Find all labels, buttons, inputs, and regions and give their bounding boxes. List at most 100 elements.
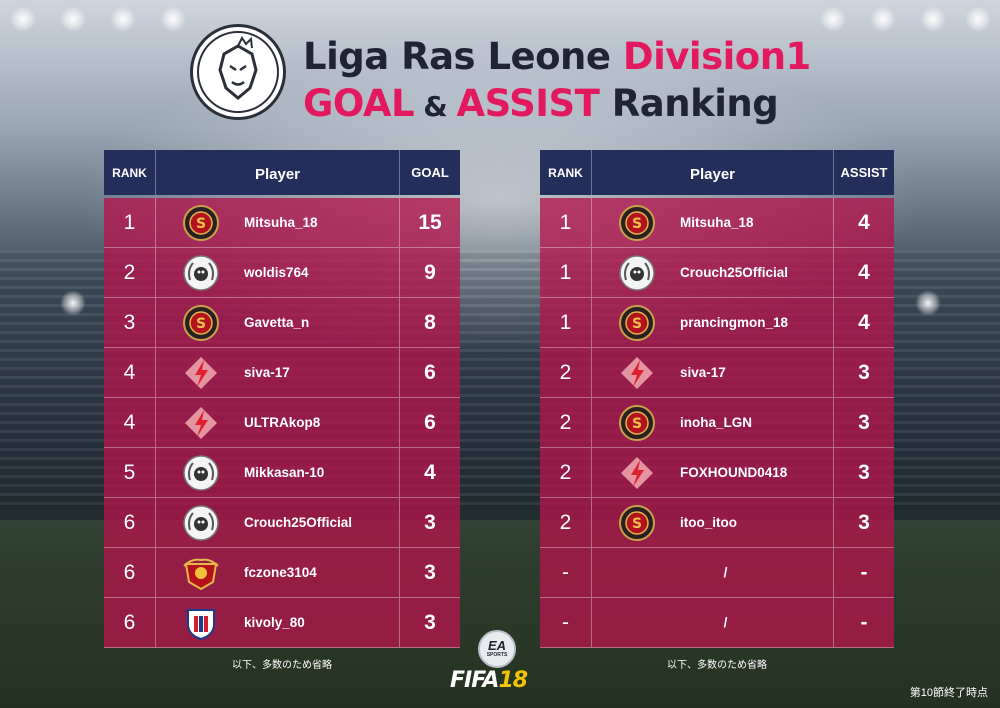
stadium-light xyxy=(920,6,946,32)
assist-count-cell: - xyxy=(860,610,868,634)
rank-cell: 2 xyxy=(540,448,592,497)
player-name: Gavetta_n xyxy=(244,315,310,330)
rank-cell: - xyxy=(540,598,592,647)
table-row: 5 Mikkasan-10 4 xyxy=(104,448,460,498)
goal-count-cell: 8 xyxy=(424,310,436,334)
table-row: 6 fczone3104 3 xyxy=(104,548,460,598)
player-cell: S Gavetta_n xyxy=(156,298,400,347)
title-assist: ASSIST xyxy=(456,82,600,125)
club-crest-bolt-icon xyxy=(618,454,656,492)
goal-ranking-table: RANK Player GOAL 1 S Mitsuha_18 15 2 woldis76… xyxy=(104,150,460,678)
player-cell: S Mitsuha_18 xyxy=(156,198,400,247)
table-row: 4 siva-17 6 xyxy=(104,348,460,398)
table-row: 1 S Mitsuha_18 4 xyxy=(540,198,894,248)
player-name: ULTRAkop8 xyxy=(244,415,321,430)
rank-cell: 6 xyxy=(104,498,156,547)
rank-cell: 2 xyxy=(540,398,592,447)
col-rank-header: RANK xyxy=(540,150,592,195)
club-crest-wreath-icon xyxy=(182,254,220,292)
table-row: 4 ULTRAkop8 6 xyxy=(104,398,460,448)
stadium-light xyxy=(160,6,186,32)
rank-cell: 6 xyxy=(104,598,156,647)
rank-cell: 4 xyxy=(104,398,156,447)
lion-crest-icon xyxy=(197,31,279,113)
club-crest-wreath-icon xyxy=(182,454,220,492)
player-cell: Crouch25Official xyxy=(592,248,834,297)
table-body: 1 S Mitsuha_18 15 2 woldis764 9 3 S Gavetta_n 8 4 si… xyxy=(104,198,460,648)
svg-text:S: S xyxy=(632,316,642,332)
player-name: Crouch25Official xyxy=(244,515,353,530)
title-league-name: Liga Ras Leone xyxy=(303,35,623,78)
ea-logo-sports: SPORTS xyxy=(486,652,508,658)
player-name: / xyxy=(723,565,728,580)
table-row: 2 FOXHOUND0418 3 xyxy=(540,448,894,498)
club-crest-wreath-icon xyxy=(618,254,656,292)
stadium-light xyxy=(10,6,36,32)
player-cell: siva-17 xyxy=(592,348,834,397)
stadium-light xyxy=(915,290,941,316)
col-rank-header: RANK xyxy=(104,150,156,195)
stadium-light xyxy=(60,6,86,32)
col-goal-header: GOAL xyxy=(411,165,449,180)
club-crest-wreath-icon xyxy=(182,504,220,542)
table-row: 2 woldis764 9 xyxy=(104,248,460,298)
goal-count-cell: 15 xyxy=(418,210,442,234)
table-row: 1 S Mitsuha_18 15 xyxy=(104,198,460,248)
fifa18-logo: FIFA18 xyxy=(450,668,528,693)
col-assist-header: ASSIST xyxy=(840,165,888,180)
title-line-2: GOAL & ASSIST Ranking xyxy=(303,80,811,130)
player-cell: / xyxy=(592,598,834,647)
table-row: - / - xyxy=(540,548,894,598)
table-row: 2 siva-17 3 xyxy=(540,348,894,398)
col-player-header: Player xyxy=(156,150,400,195)
table-footnote: 以下、多数のため省略 xyxy=(667,659,767,671)
assist-count-cell: - xyxy=(860,560,868,584)
rank-cell: 4 xyxy=(104,348,156,397)
player-name: / xyxy=(723,615,728,630)
table-row: 6 kivoly_80 3 xyxy=(104,598,460,648)
rank-cell: 1 xyxy=(104,198,156,247)
assist-count-cell: 4 xyxy=(858,260,870,284)
player-name: Mitsuha_18 xyxy=(244,215,318,230)
title-division: Division1 xyxy=(622,35,811,78)
assist-count-cell: 3 xyxy=(858,510,870,534)
club-crest-s-icon: S xyxy=(618,304,656,342)
player-cell: fczone3104 xyxy=(156,548,400,597)
player-cell: FOXHOUND0418 xyxy=(592,448,834,497)
title-line-1: Liga Ras Leone Division1 xyxy=(303,33,811,80)
league-logo xyxy=(190,24,286,120)
club-crest-shield-red-icon xyxy=(182,554,220,592)
table-footnote: 以下、多数のため省略 xyxy=(232,659,332,671)
player-name: kivoly_80 xyxy=(244,615,305,630)
club-crest-bolt-icon xyxy=(182,354,220,392)
player-name: FOXHOUND0418 xyxy=(680,465,788,480)
stadium-light xyxy=(870,6,896,32)
club-crest-s-icon: S xyxy=(182,204,220,242)
svg-text:S: S xyxy=(632,216,642,232)
goal-count-cell: 4 xyxy=(424,460,436,484)
rank-cell: 1 xyxy=(540,198,592,247)
player-cell: siva-17 xyxy=(156,348,400,397)
player-name: inoha_LGN xyxy=(680,415,753,430)
fifa-logo-text: FIFA xyxy=(450,668,499,693)
player-cell: Mikkasan-10 xyxy=(156,448,400,497)
rank-cell: 6 xyxy=(104,548,156,597)
page-title: Liga Ras Leone Division1 GOAL & ASSIST R… xyxy=(303,33,811,130)
svg-text:S: S xyxy=(632,516,642,532)
player-cell: ULTRAkop8 xyxy=(156,398,400,447)
stadium-light xyxy=(60,290,86,316)
player-cell: woldis764 xyxy=(156,248,400,297)
goal-count-cell: 3 xyxy=(424,510,436,534)
player-name: woldis764 xyxy=(244,265,309,280)
rank-cell: 3 xyxy=(104,298,156,347)
club-crest-shield-blue-icon xyxy=(182,604,220,642)
stadium-light xyxy=(820,6,846,32)
stadium-light xyxy=(110,6,136,32)
title-ranking: Ranking xyxy=(599,82,779,125)
assist-ranking-table: RANK Player ASSIST 1 S Mitsuha_18 4 1 Crouch2… xyxy=(540,150,894,678)
col-player-header: Player xyxy=(592,150,834,195)
